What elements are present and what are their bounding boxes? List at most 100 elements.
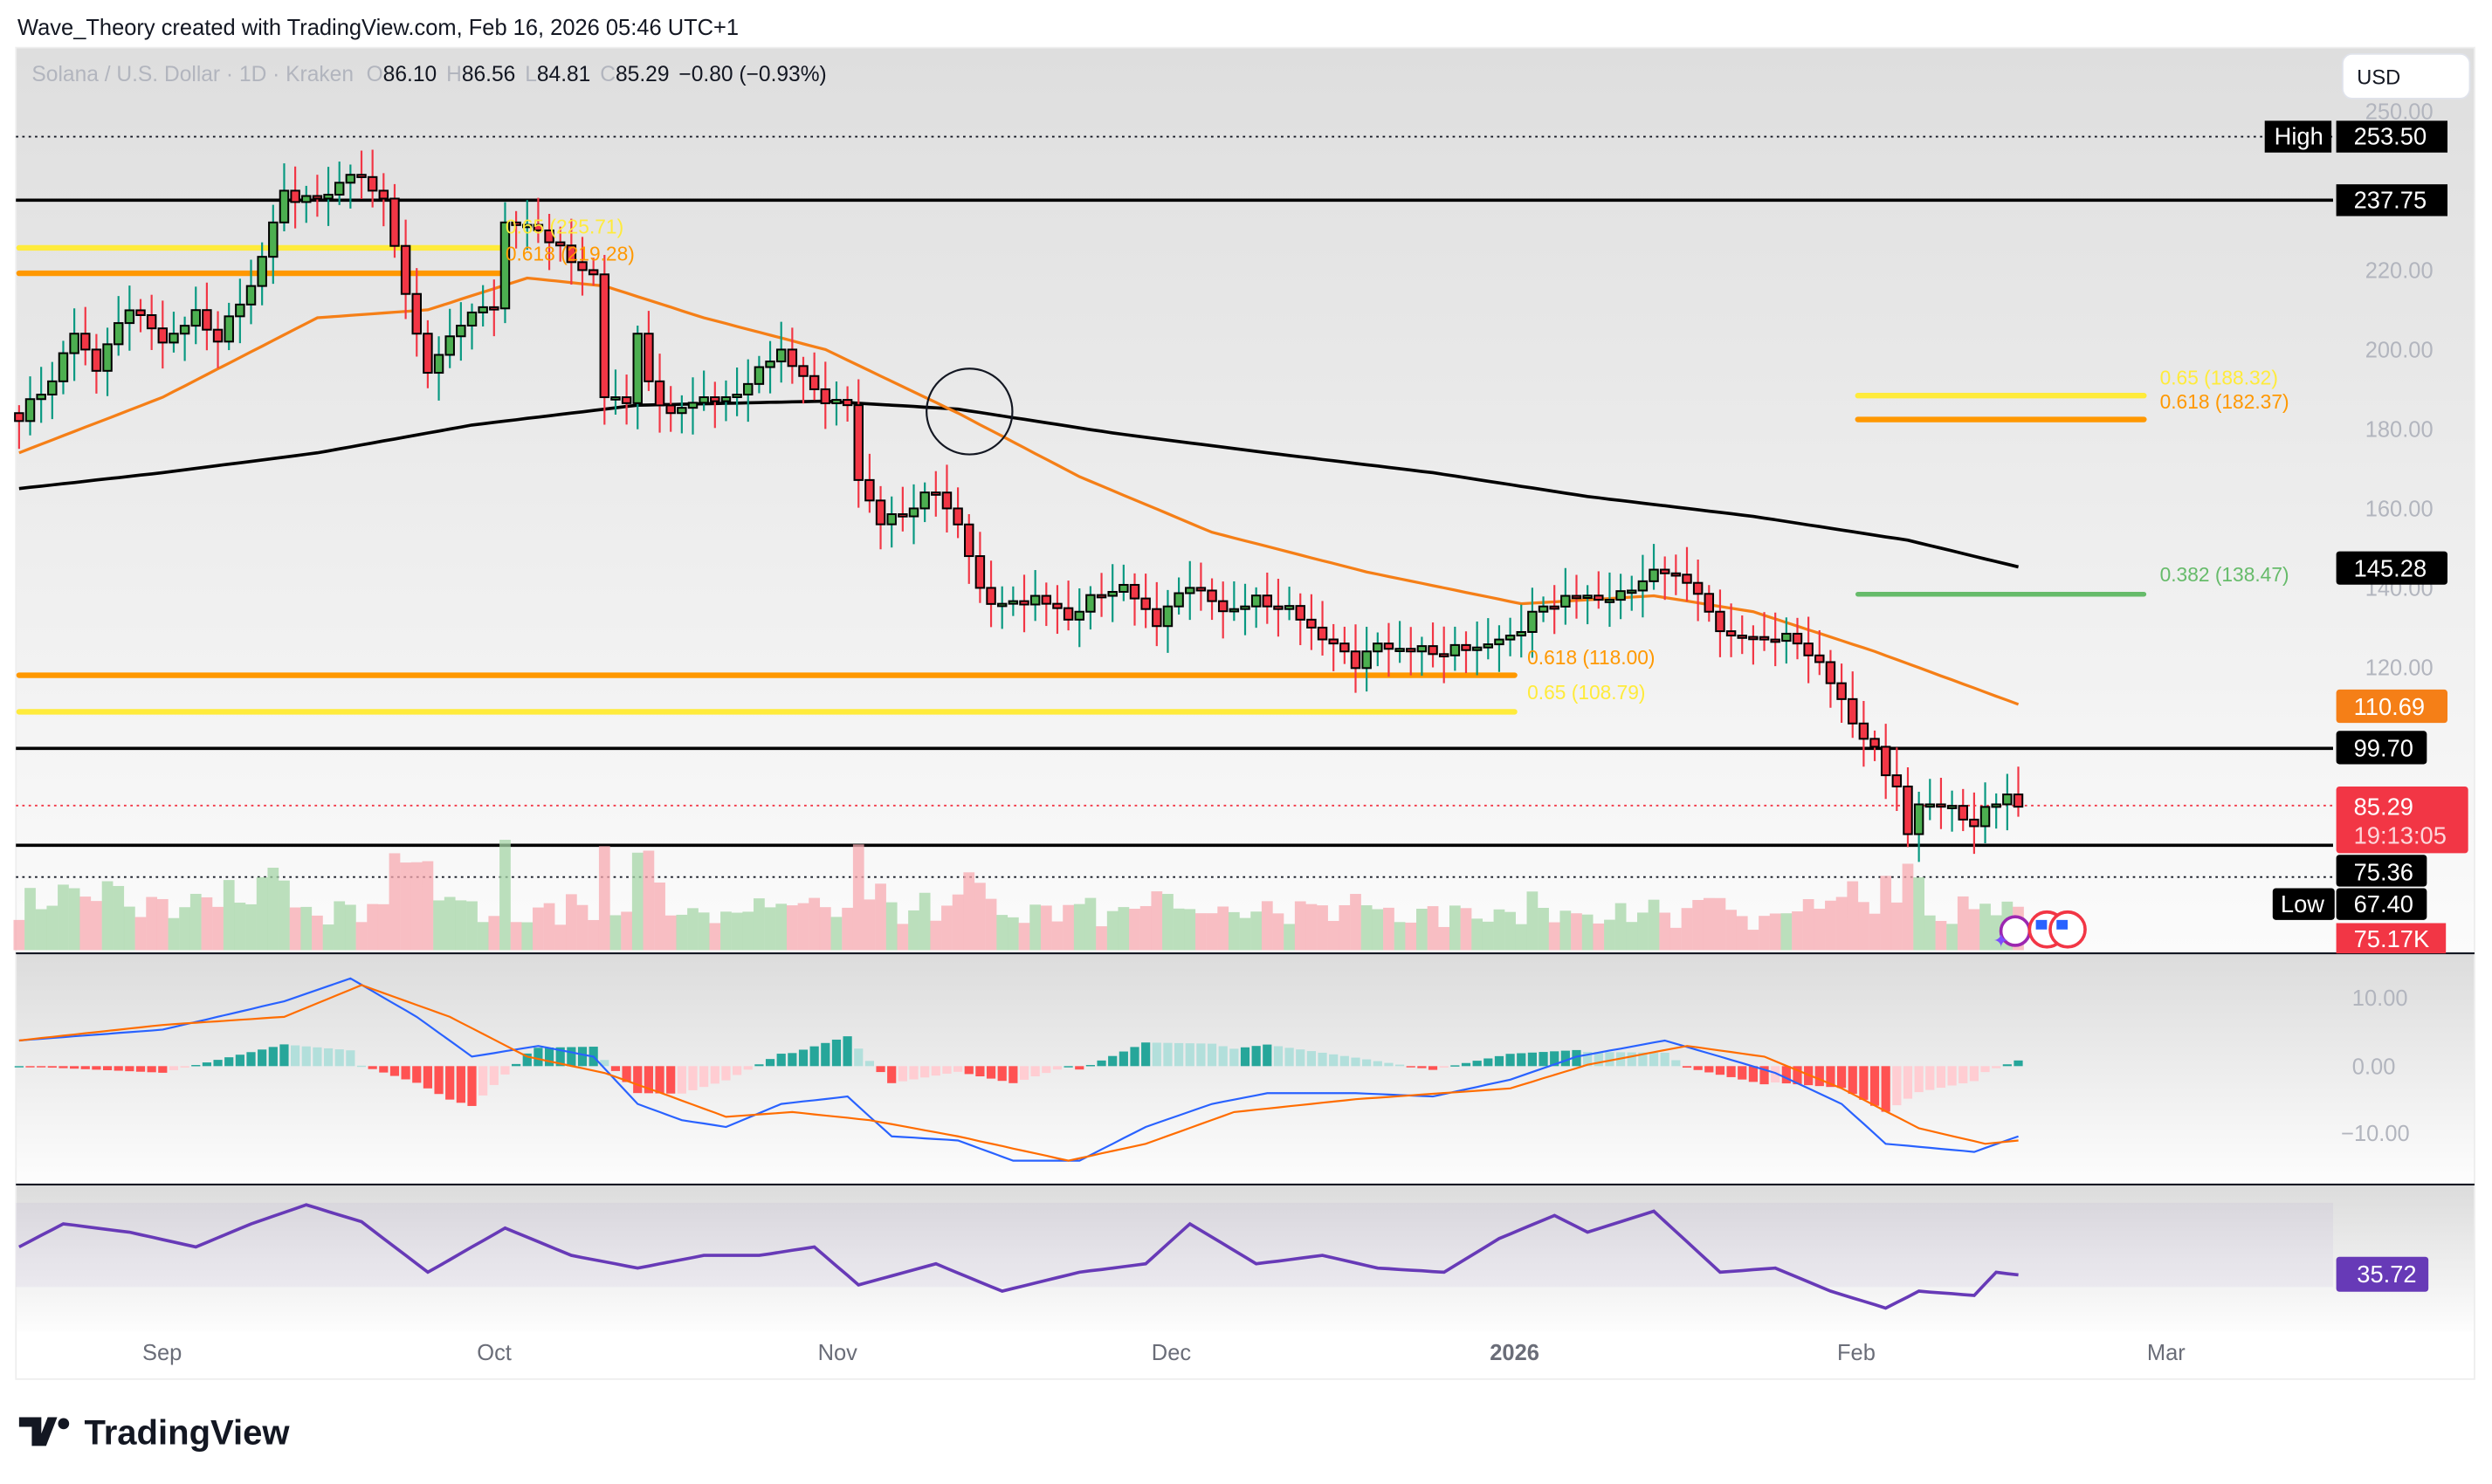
candle-body [1936, 803, 1946, 808]
candle-body [24, 398, 36, 423]
volume-bar [1250, 911, 1263, 951]
macd-histogram-bar [313, 1047, 322, 1067]
candle-body [245, 285, 257, 306]
volume-bar [1890, 902, 1903, 951]
price-tick: 180.00 [2365, 418, 2433, 443]
volume-bar [1924, 915, 1936, 951]
volume-bar [1637, 912, 1649, 951]
macd-histogram-bar [1130, 1047, 1139, 1067]
macd-histogram-bar [70, 1066, 79, 1069]
macd-histogram-bar [158, 1066, 168, 1073]
macd-histogram-bar [368, 1066, 377, 1069]
volume-bar [963, 872, 975, 951]
volume-bar [1835, 897, 1848, 951]
macd-histogram-bar [876, 1066, 885, 1073]
macd-histogram-bar [666, 1066, 676, 1094]
volume-bar [355, 922, 368, 951]
candle-body [1129, 583, 1140, 600]
flag-canton [2035, 919, 2048, 930]
volume-bar [1847, 881, 1859, 951]
macd-histogram-bar [1218, 1046, 1228, 1067]
time-label-sep: Sep [142, 1341, 182, 1365]
volume-bar [1858, 902, 1869, 951]
candle-body [1284, 605, 1295, 610]
fib-left-065-label: 0.65 (225.71) [506, 216, 623, 238]
volume-bar [1129, 909, 1140, 951]
fib-right-0382-label: 0.382 (138.47) [2160, 563, 2289, 586]
candle-body [323, 194, 334, 200]
level-75-label: 75.36 [2354, 858, 2413, 885]
candle-body [1008, 600, 1019, 605]
candle-body [1428, 645, 1438, 656]
volume-bar [1736, 916, 1748, 951]
events-icons[interactable]: ✦ [1993, 910, 2087, 952]
volume-bar [1416, 909, 1428, 951]
macd-histogram-bar [114, 1066, 123, 1071]
macd-histogram-bar [1881, 1066, 1890, 1112]
macd-axis[interactable]: 10.00 0.00 −10.00 [2341, 986, 2410, 1146]
macd-histogram-bar [500, 1066, 510, 1075]
macd-histogram-bar [14, 1066, 24, 1068]
volume-bar [521, 922, 534, 951]
macd-histogram-bar [1848, 1066, 1857, 1095]
candle-body [544, 229, 554, 244]
volume-bar [1880, 876, 1892, 951]
candle-body [2002, 794, 2013, 806]
candle-body [190, 309, 201, 327]
volume-bar [885, 902, 898, 951]
candle-body [1107, 590, 1118, 597]
candle-body [1924, 803, 1936, 808]
macd-histogram-bar [1329, 1054, 1339, 1067]
tradingview-logo[interactable]: TradingView [18, 1413, 291, 1452]
candle-body [179, 325, 190, 335]
volume-bar [267, 868, 279, 951]
candle-body [566, 244, 577, 264]
macd-histogram-bar [268, 1047, 278, 1067]
macd-histogram-bar [191, 1065, 201, 1067]
macd-histogram-bar [47, 1066, 57, 1068]
macd-histogram-bar [1836, 1066, 1847, 1089]
candle-body [1273, 605, 1284, 610]
volume-bar [1990, 915, 2002, 951]
volume-bar [1780, 913, 1793, 951]
candle-body [456, 325, 466, 338]
time-axis[interactable] [16, 1331, 2475, 1379]
volume-bar [1548, 922, 1560, 951]
volume-bar [842, 907, 853, 951]
candle-body [1195, 587, 1207, 592]
volume-bar [1802, 899, 1814, 951]
macd-histogram-bar [1472, 1061, 1482, 1067]
chart-frame [15, 46, 2475, 1380]
macd-histogram-bar [445, 1066, 455, 1100]
macd-histogram-bar [180, 1066, 189, 1068]
macd-histogram-bar [1141, 1042, 1151, 1067]
currency-button[interactable]: USD [2341, 52, 2471, 100]
macd-tick: −10.00 [2341, 1122, 2410, 1146]
candle-body [533, 223, 544, 231]
candle-body [1207, 589, 1217, 602]
volume-bar [598, 846, 610, 951]
macd-histogram-bar [1240, 1047, 1250, 1067]
macd-histogram-bar [25, 1066, 35, 1068]
candle-body [1373, 642, 1383, 653]
volume-bar [156, 898, 169, 951]
candle-body [665, 404, 676, 415]
volume-bar [58, 884, 69, 951]
macd-histogram-bar [953, 1066, 963, 1072]
volume-bar [334, 901, 346, 951]
volume-bar [444, 897, 456, 951]
horizontal-levels[interactable] [16, 135, 2333, 878]
circle-marker[interactable] [926, 368, 1014, 456]
macd-histogram-bar [1097, 1060, 1106, 1067]
macd-histogram-bar [1527, 1052, 1537, 1067]
volume-bar [698, 912, 710, 951]
sma-label: 145.28 [2354, 555, 2427, 582]
candle-body [1560, 594, 1571, 608]
price-pane[interactable] [16, 47, 2475, 954]
volume-bar [1217, 906, 1229, 951]
candle-body [1063, 607, 1074, 621]
macd-histogram-bar [733, 1066, 742, 1075]
candle-body [1152, 608, 1162, 628]
volume-bar [1206, 913, 1218, 951]
